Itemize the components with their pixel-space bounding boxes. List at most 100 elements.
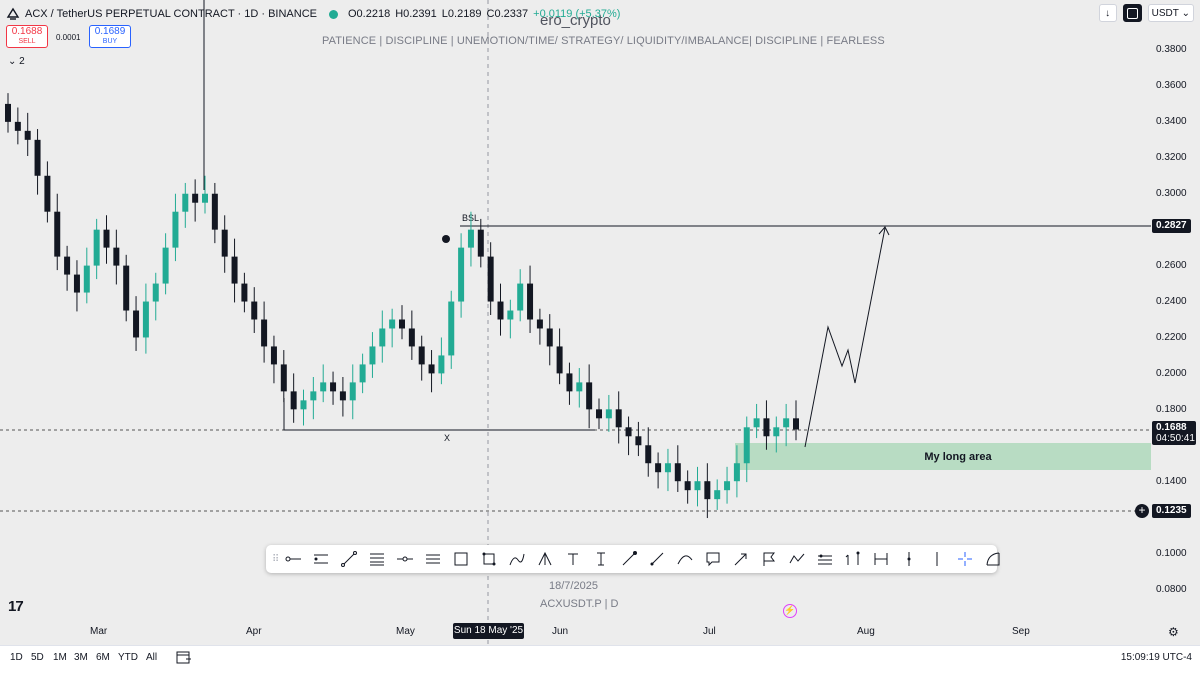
candle-bearish [339, 391, 346, 401]
symbol-title[interactable]: ACX / TetherUS PERPETUAL CONTRACT · 1D ·… [25, 8, 317, 20]
candle-bullish [172, 211, 179, 248]
month-label: May [396, 626, 415, 637]
tool-text-icon[interactable] [559, 546, 587, 572]
month-label: Sep [1012, 626, 1030, 637]
candle-bullish [389, 319, 396, 329]
tool-date-range-icon[interactable] [895, 546, 923, 572]
clock-timezone[interactable]: 15:09:19 UTC-4 [1120, 652, 1192, 663]
candle-bullish [724, 481, 731, 491]
timeframe-all[interactable]: All [146, 652, 158, 663]
tool-trend-line-icon[interactable] [335, 546, 363, 572]
tool-arrow-marker-icon[interactable] [615, 546, 643, 572]
tool-xabcd-pattern-icon[interactable] [783, 546, 811, 572]
candle-bullish [507, 310, 514, 320]
chart-area[interactable]: My long area BSL X [0, 0, 1200, 645]
tool-pitchfork-icon[interactable] [531, 546, 559, 572]
tool-date-price-range-icon[interactable] [811, 546, 839, 572]
candle-bearish [251, 301, 258, 320]
candle-bullish [576, 382, 583, 392]
candle-bullish [733, 463, 740, 482]
drag-handle-icon[interactable]: ⠿ [272, 553, 280, 565]
tool-anchored-text-icon[interactable] [587, 546, 615, 572]
price-label: 0.3400 [1156, 116, 1187, 127]
crosshair-date-label: 18/7/2025 [549, 580, 598, 592]
timeframe-6m[interactable]: 6M [96, 652, 110, 663]
candle-bearish [24, 130, 31, 140]
spread-value: 0.0001 [56, 33, 81, 42]
candle-bearish [211, 193, 218, 230]
calendar-range-icon[interactable] [176, 650, 192, 664]
indicators-count: 2 [19, 56, 25, 67]
month-label: Aug [857, 626, 875, 637]
price-label: 0.2600 [1156, 260, 1187, 271]
candle-bearish [270, 346, 277, 365]
candle-bearish [408, 328, 415, 347]
candle-bearish [546, 328, 553, 347]
tool-brush-icon[interactable] [643, 546, 671, 572]
candle-bearish [290, 391, 297, 410]
low-price-tag: 0.1235 [1152, 504, 1191, 518]
motto-text: PATIENCE | DISCIPLINE | UNEMOTION/TIME/ … [322, 35, 885, 47]
candle-bearish [280, 364, 287, 392]
price-chart[interactable]: My long area BSL X [0, 0, 1151, 645]
price-label: 0.1000 [1156, 548, 1187, 559]
sell-button[interactable]: 0.1688 SELL [6, 25, 48, 48]
tool-price-range-icon[interactable] [867, 546, 895, 572]
candle-bearish [113, 247, 120, 266]
candle-bearish [586, 382, 593, 410]
tool-flag-icon[interactable] [755, 546, 783, 572]
currency-select[interactable]: USDT ⌄ [1147, 4, 1194, 22]
x-level-line [283, 398, 595, 431]
candle-bullish [359, 364, 366, 383]
tool-arrow-icon[interactable] [727, 546, 755, 572]
candle-bullish [83, 265, 90, 293]
candle-bullish [142, 301, 149, 338]
timeframe-5d[interactable]: 5D [31, 652, 44, 663]
tool-long-position-icon[interactable] [419, 546, 447, 572]
buy-button[interactable]: 0.1689 BUY [89, 25, 131, 48]
price-axis[interactable]: 0.3800 0.3600 0.3400 0.3200 0.3000 0.260… [1151, 0, 1200, 645]
screenshot-icon[interactable] [1122, 4, 1142, 22]
candle-bearish [261, 319, 268, 347]
price-label: 0.1800 [1156, 404, 1187, 415]
timeframe-1m[interactable]: 1M [53, 652, 67, 663]
tool-vertical-line-icon[interactable] [923, 546, 951, 572]
bsl-price-tag: 0.2827 [1152, 219, 1191, 233]
tool-parallel-channel-icon[interactable] [307, 546, 335, 572]
tool-long-short-icon[interactable] [839, 546, 867, 572]
tool-path-icon[interactable] [503, 546, 531, 572]
tool-horizontal-ray-icon[interactable] [279, 546, 307, 572]
candle-bearish [596, 409, 602, 419]
candle-bearish [704, 481, 711, 500]
candle-bearish [674, 463, 681, 482]
tool-horizontal-line-icon[interactable] [391, 546, 419, 572]
tool-bezier-curve-icon[interactable] [979, 546, 1007, 572]
sell-price: 0.1688 [11, 26, 43, 37]
tradingview-logo-icon[interactable]: 17 [8, 598, 24, 615]
timeframe-ytd[interactable]: YTD [118, 652, 138, 663]
tool-fib-retracement-icon[interactable] [363, 546, 391, 572]
top-right-controls: ↓ USDT ⌄ [1098, 4, 1194, 22]
candle-bearish [684, 481, 691, 491]
candle-bearish [487, 256, 494, 302]
timeframe-1d[interactable]: 1D [10, 652, 23, 663]
tool-rectangle-icon[interactable] [447, 546, 475, 572]
tool-crosshair-icon[interactable] [951, 546, 979, 572]
tool-curve-icon[interactable] [671, 546, 699, 572]
indicators-toggle[interactable]: ⌄ 2 [8, 56, 25, 67]
price-label: 0.1400 [1156, 476, 1187, 487]
tool-callout-icon[interactable] [699, 546, 727, 572]
lightning-icon[interactable]: ⚡ [783, 604, 797, 618]
candle-bullish [773, 427, 780, 437]
candle-bullish [320, 382, 327, 392]
timeframe-3m[interactable]: 3M [74, 652, 88, 663]
candle-bullish [438, 355, 445, 374]
arrow-down-icon[interactable]: ↓ [1098, 4, 1117, 22]
settings-gear-icon[interactable]: ⚙ [1168, 625, 1179, 639]
tool-rotated-rectangle-icon[interactable] [475, 546, 503, 572]
candle-bullish [753, 418, 760, 428]
candle-bearish [5, 103, 11, 122]
candle-bullish [202, 193, 208, 203]
add-alert-icon[interactable]: + [1135, 504, 1149, 518]
candle-bearish [44, 175, 51, 212]
